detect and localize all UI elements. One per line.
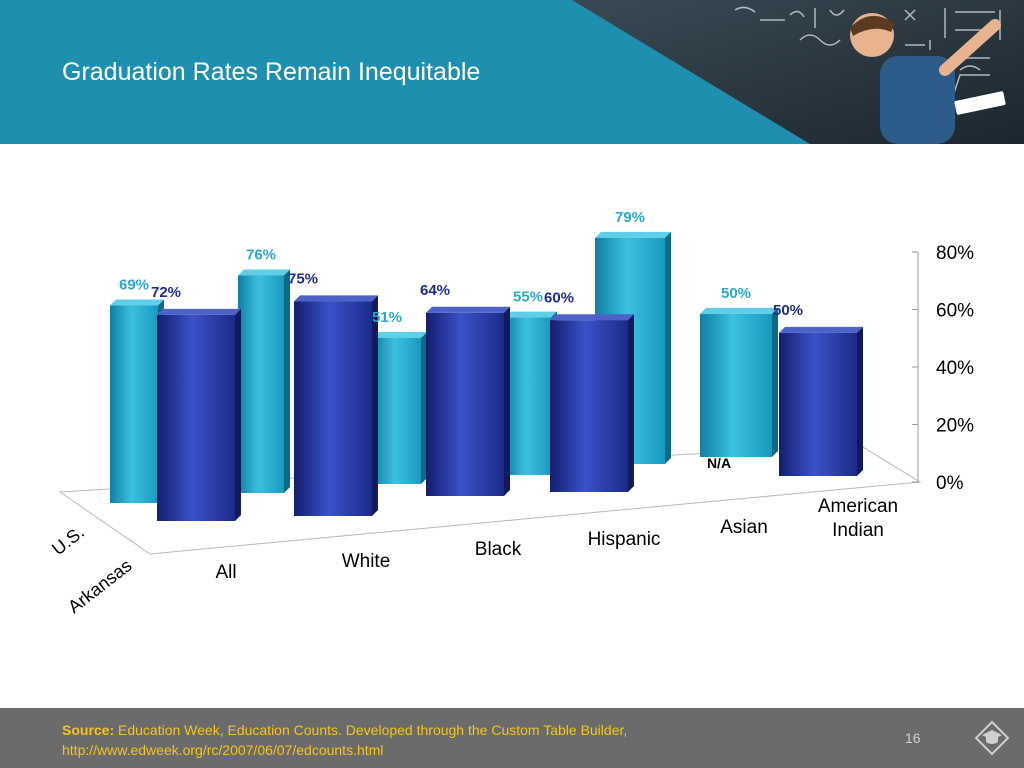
bar-top-5	[700, 307, 778, 314]
category-label-line: Black	[475, 539, 522, 560]
bar-side-2	[421, 332, 427, 484]
bar-top-3	[550, 314, 634, 321]
category-label-line: Asian	[720, 517, 768, 538]
series-label-us: U.S.	[48, 522, 88, 559]
bar-side-0	[235, 308, 241, 521]
teacher-figure	[850, 13, 1006, 144]
bar-us-2	[373, 338, 421, 484]
data-label-us-4: 79%	[615, 209, 645, 226]
data-label-arkansas-4: N/A	[707, 455, 731, 471]
data-label-arkansas-1: 75%	[288, 270, 318, 287]
data-label-us-3: 55%	[513, 289, 543, 306]
bar-side-5	[772, 307, 778, 457]
slide-title: Graduation Rates Remain Inequitable	[62, 58, 481, 86]
data-label-arkansas-0: 72%	[151, 284, 181, 301]
bar-arkansas-0	[157, 314, 235, 521]
y-tick-label: 20%	[936, 416, 974, 437]
series-label-arkansas: Arkansas	[64, 555, 135, 617]
header-graphic	[0, 0, 1024, 144]
data-label-arkansas-3: 60%	[544, 289, 574, 306]
bar-side-1	[372, 295, 378, 516]
category-label-line: Hispanic	[588, 529, 661, 550]
bar-top-2	[426, 306, 510, 313]
category-label-4: Asian	[720, 517, 768, 538]
header-band	[0, 0, 810, 144]
chart-data-labels: 69% 76% 51% 55% 79% 50% 72% 75% 64% 60% N/A 50%	[119, 209, 803, 471]
bar-us-0	[110, 305, 158, 503]
bar-side-1	[284, 269, 290, 493]
bar-side-2	[504, 306, 510, 496]
bar-us-3	[505, 317, 551, 475]
bar-us-1	[238, 275, 284, 493]
chalk-scribbles	[734, 6, 1001, 108]
value-axis: 0% 20% 40% 60% 80%	[912, 243, 974, 494]
category-label-line: All	[215, 562, 236, 583]
data-label-arkansas-2: 64%	[420, 282, 450, 299]
slide-footer: Source: Education Week, Education Counts…	[0, 708, 1024, 768]
category-label-5: American Indian	[818, 496, 898, 541]
category-label-line: White	[342, 551, 391, 572]
data-label-arkansas-5: 50%	[773, 302, 803, 319]
y-tick-label: 0%	[936, 473, 964, 494]
bar-side-3	[628, 314, 634, 492]
slide-header: Graduation Rates Remain Inequitable	[0, 0, 1024, 144]
bar-top-4	[595, 231, 671, 238]
category-label-3: Hispanic	[588, 529, 661, 550]
bar-arkansas-3	[550, 320, 628, 492]
data-label-us-0: 69%	[119, 276, 149, 293]
source-text: Education Week, Education Counts. Develo…	[118, 722, 628, 738]
source-citation: Source: Education Week, Education Counts…	[62, 720, 862, 760]
bar-top-0	[110, 299, 164, 306]
bar-side-4	[665, 231, 671, 464]
category-axis-labels: All White Black Hispanic Asian American Indian	[215, 496, 898, 583]
series-axis-labels: U.S.Arkansas	[48, 522, 135, 617]
bar-side-5	[857, 326, 863, 476]
data-label-us-5: 50%	[721, 285, 751, 302]
graduation-rates-chart: 69% 76% 51% 55% 79% 50% 72% 75% 64% 60% N/A 50% 0% 2…	[48, 209, 974, 617]
bar-arkansas-2	[426, 312, 504, 496]
y-tick-label: 40%	[936, 358, 974, 379]
bar-top-1	[238, 269, 290, 276]
category-label-2: Black	[475, 539, 522, 560]
bar-us-5	[700, 313, 772, 457]
category-label-1: White	[342, 551, 391, 572]
bar-arkansas-1	[294, 301, 372, 516]
bar-top-3	[505, 311, 557, 318]
source-url: http://www.edweek.org/rc/2007/06/07/edco…	[62, 742, 384, 758]
bar-top-5	[779, 326, 863, 333]
y-tick-label: 80%	[936, 243, 974, 264]
bar-top-1	[294, 295, 378, 302]
bar-top-0	[157, 308, 241, 315]
category-label-0: All	[215, 562, 236, 583]
source-label: Source:	[62, 722, 115, 738]
category-label-line: Indian	[832, 520, 884, 541]
page-number: 16	[905, 730, 921, 746]
chart-bars	[110, 231, 863, 521]
bar-top-2	[373, 332, 427, 339]
category-label-line: American	[818, 496, 898, 517]
y-tick-label: 60%	[936, 301, 974, 322]
data-label-us-2: 51%	[372, 309, 402, 326]
bar-arkansas-5	[779, 332, 857, 476]
data-label-us-1: 76%	[246, 246, 276, 263]
graduation-cap-logo-icon	[974, 720, 1010, 756]
